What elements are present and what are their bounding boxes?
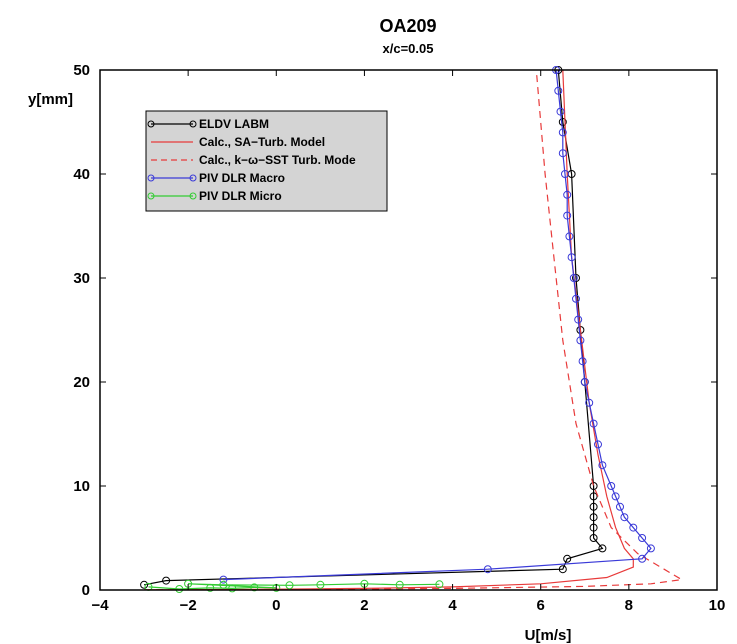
series-point-3 [219,575,228,584]
legend-marker-0 [189,120,197,128]
series-point-4 [395,580,404,589]
x-tick-label: 4 [448,597,457,614]
legend-box [145,110,388,212]
series-point-3 [585,398,594,407]
series-point-3 [589,419,598,428]
series-line-2 [144,69,684,591]
series-point-3 [580,378,589,386]
series-point-3 [629,523,638,532]
series-point-3 [556,107,565,116]
legend-marker-4 [189,192,197,200]
series-point-3 [594,440,602,449]
series-point-4 [219,580,228,589]
series-point-3 [646,544,655,553]
series-point-3 [561,170,569,178]
series-point-0 [558,118,567,126]
x-ticks: −4 −2 0 2 4 6 8 10 [91,70,725,614]
series-point-0 [589,513,598,522]
series-point-3 [483,565,492,574]
legend: ELDV LABM Calc., SA−Turb. Model Calc., k−ω… [145,110,388,212]
series-point-4 [285,581,294,590]
x-tick-label: −4 [91,597,109,614]
legend-label-2: Calc., k−ω−SST Turb. Mode [199,153,356,167]
x-tick-label: 2 [360,597,368,614]
legend-marker-3 [189,174,197,182]
series-point-4 [316,580,325,589]
legend-label-3: PIV DLR Macro [199,171,285,185]
series-point-0 [572,274,580,282]
series-point-4 [228,584,237,593]
y-tick-label: 50 [73,62,90,79]
series-line-4 [148,583,440,590]
series-point-3 [554,86,563,95]
series-point-3 [572,294,580,303]
y-tick-label: 40 [73,166,90,183]
series-point-3 [558,149,567,158]
series-point-0 [589,492,598,501]
series-point-4 [250,583,259,592]
x-tick-label: 6 [537,597,545,614]
chart-title: OA209 [379,16,436,36]
series-point-3 [578,357,587,366]
series-point-3 [563,211,572,220]
series-point-3 [598,461,607,470]
series-point-3 [563,190,572,199]
x-tick-label: 10 [709,597,726,614]
series-point-0 [558,565,567,574]
series-point-0 [598,544,607,553]
y-axis-label: y[mm] [28,91,73,108]
series-point-0 [140,580,149,589]
y-tick-label: 20 [73,374,90,391]
series-point-0 [589,534,598,542]
legend-label-1: Calc., SA−Turb. Model [199,135,325,149]
series-point-0 [563,554,572,563]
series-point-0 [162,576,171,585]
series-point-4 [175,585,184,593]
y-tick-label: 0 [82,582,90,599]
x-axis-label: U[m/s] [525,627,572,644]
series-point-3 [611,492,620,501]
y-ticks: 0 10 20 30 40 50 [73,62,717,599]
series-point-3 [565,232,574,241]
series-point-4 [435,580,444,589]
legend-label-0: ELDV LABM [199,117,269,131]
series-point-3 [576,336,585,345]
series-point-0 [589,523,598,532]
chart-subtitle: x/c=0.05 [383,41,434,56]
legend-marker-4 [147,192,155,200]
series-point-0 [589,482,598,490]
series-point-3 [620,513,629,522]
x-tick-label: 0 [272,597,280,614]
series-point-3 [638,534,647,542]
plot-frame [99,69,718,591]
series-point-3 [558,128,567,137]
series-point-4 [206,583,215,592]
x-tick-label: −2 [180,597,197,614]
legend-label-4: PIV DLR Micro [199,189,282,203]
legend-marker-3 [147,174,155,182]
y-tick-label: 10 [73,478,90,495]
series-point-0 [589,502,598,511]
x-tick-label: 8 [625,597,633,614]
y-tick-label: 30 [73,270,90,287]
series-point-3 [607,482,616,490]
series-point-3 [638,554,647,563]
series-point-3 [567,253,576,262]
series-point-3 [616,502,624,511]
series-point-3 [569,274,578,282]
legend-marker-0 [147,120,155,128]
series-point-3 [574,315,583,324]
